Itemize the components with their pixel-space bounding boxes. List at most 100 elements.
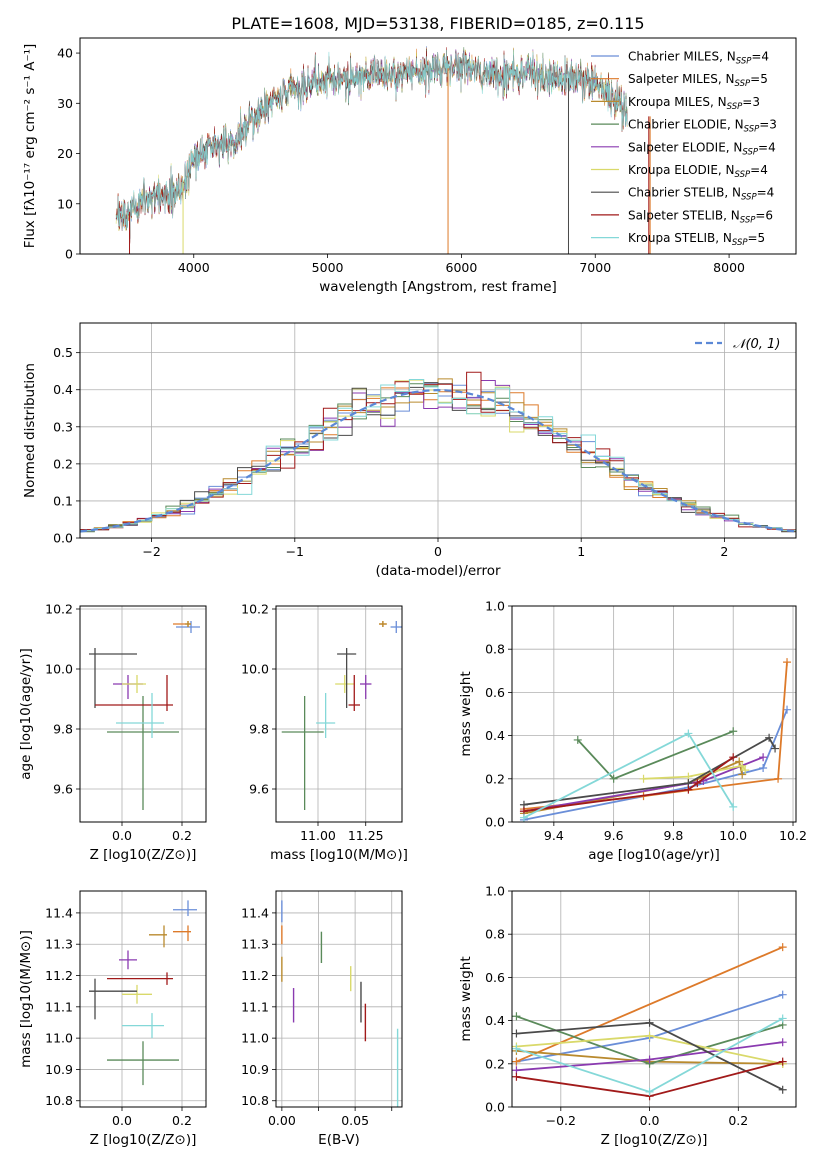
series-marker xyxy=(573,735,582,744)
legend-entry-tail: =6 xyxy=(755,208,773,222)
series-marker xyxy=(512,1029,521,1038)
series-marker xyxy=(771,744,780,753)
spectrum-line xyxy=(115,49,628,240)
x-axis-label: mass [log10(M/M⊙)] xyxy=(270,847,408,863)
x-tick-label: 9.4 xyxy=(544,828,564,843)
y-tick-label: 10.9 xyxy=(241,1062,269,1077)
panel-mass-weight-vs-age: 9.4 9.6 9.8 10.0 10.2 0.0 0.2 0.4 0.6 0.8 1.0 age [… xyxy=(458,599,807,864)
series-marker xyxy=(512,1072,521,1081)
x-tick-label: 0.0 xyxy=(640,1113,660,1128)
panel-age-vs-mass: 11.00 11.25 9.6 9.8 10.0 10.2 mass [log10(M/M⊙… xyxy=(241,602,408,864)
plot-area xyxy=(519,658,792,822)
y-tick-label: 11.4 xyxy=(241,905,269,920)
legend-entry-sub: SSP xyxy=(732,238,748,248)
y-axis-label: mass weight xyxy=(458,956,474,1041)
x-axis-label: (data-model)/error xyxy=(375,563,501,579)
x-tick-label: 6000 xyxy=(446,260,478,275)
plot-frame xyxy=(79,605,207,823)
series-marker xyxy=(783,658,792,667)
x-tick-label: 0.05 xyxy=(341,1113,369,1128)
series-marker xyxy=(759,753,768,762)
y-tick-label: 10.8 xyxy=(45,1093,73,1108)
series-marker xyxy=(645,1087,654,1096)
legend-entry: Kroupa STELIB, NSSP=5 xyxy=(628,231,765,248)
panel-mass-vs-EBV: 0.00 0.05 10.8 10.9 11.0 11.1 11.2 11.3 11.4 E(B-… xyxy=(241,890,403,1148)
x-tick-label: 8000 xyxy=(713,260,745,275)
y-tick-label: 1.0 xyxy=(485,599,505,614)
panel-age-vs-Z: 0.0 0.2 9.6 9.8 10.0 10.2 Z [log10(Z/Z⊙)] age [… xyxy=(18,602,207,863)
legend-entry: Salpeter STELIB, NSSP=6 xyxy=(628,208,773,225)
plot-layer: 4000 5000 6000 7000 8000010203040wavelength … xyxy=(18,37,807,1148)
y-tick-label: 0.2 xyxy=(53,456,73,471)
x-axis-label: E(B-V) xyxy=(318,1132,360,1148)
y-tick-label: 0.2 xyxy=(485,1056,505,1071)
legend-entry-sub: SSP xyxy=(735,170,751,180)
x-tick-label: 0.2 xyxy=(172,828,192,843)
y-tick-label: 0.6 xyxy=(485,970,505,985)
y-tick-label: 10.9 xyxy=(45,1062,73,1077)
y-tick-label: 11.0 xyxy=(45,1031,73,1046)
series-marker xyxy=(512,1012,521,1021)
y-axis-label: mass weight xyxy=(458,671,474,756)
x-axis-label: Z [log10(Z/Z⊙)] xyxy=(601,1132,708,1148)
x-tick-label: 0.0 xyxy=(112,828,132,843)
legend-entry-label: Salpeter MILES, N xyxy=(628,72,735,86)
y-tick-label: 0.5 xyxy=(53,345,73,360)
x-tick-label: 0.00 xyxy=(268,1113,296,1128)
legend-entry: Chabrier STELIB, NSSP=4 xyxy=(628,186,774,203)
series-marker xyxy=(778,943,787,952)
y-tick-label: 10.8 xyxy=(241,1093,269,1108)
y-tick-label: 0.2 xyxy=(485,771,505,786)
legend-entry-tail: =4 xyxy=(751,50,769,64)
legend-entry: Kroupa ELODIE, NSSP=4 xyxy=(628,163,768,180)
series-marker xyxy=(512,1057,521,1066)
y-tick-label: 1.0 xyxy=(485,884,505,899)
x-axis-label: Z [log10(Z/Z⊙)] xyxy=(90,847,197,863)
y-tick-label: 10.2 xyxy=(241,602,269,617)
series-marker xyxy=(645,1055,654,1064)
plot-frame xyxy=(275,890,403,1108)
plot-frame xyxy=(275,605,403,823)
y-tick-label: 10.0 xyxy=(241,662,269,677)
series-marker xyxy=(759,764,768,772)
y-tick-label: 0.8 xyxy=(485,927,505,942)
x-tick-label: 9.6 xyxy=(604,828,624,843)
series-marker xyxy=(519,813,528,822)
y-axis-label: mass [log10(M/M⊙)] xyxy=(18,930,34,1068)
series-marker xyxy=(778,1085,787,1094)
plot-frame xyxy=(511,890,797,1108)
series-marker xyxy=(639,774,648,783)
plot-area xyxy=(89,621,200,810)
y-tick-label: 9.6 xyxy=(53,782,73,797)
x-tick-label: −1 xyxy=(286,544,304,559)
series-marker xyxy=(765,733,774,742)
x-tick-label: 4000 xyxy=(178,260,210,275)
plot-frame xyxy=(511,605,797,823)
series-marker xyxy=(684,729,693,738)
legend-entry-tail: =4 xyxy=(750,163,768,177)
legend-entry-sub: SSP xyxy=(736,57,752,67)
y-tick-label: 11.2 xyxy=(45,968,73,983)
y-tick-label: 0.0 xyxy=(485,1100,505,1115)
x-tick-label: 10.2 xyxy=(779,828,807,843)
figure-title: PLATE=1608, MJD=53138, FIBERID=0185, z=0… xyxy=(231,14,644,33)
y-tick-label: 9.8 xyxy=(249,722,269,737)
y-tick-label: 10 xyxy=(57,196,73,211)
legend-entry: Salpeter MILES, NSSP=5 xyxy=(628,72,768,89)
legend-entry-sub: SSP xyxy=(742,147,758,157)
y-tick-label: 0.1 xyxy=(53,493,73,508)
y-tick-label: 0.4 xyxy=(53,382,73,397)
x-tick-label: 11.25 xyxy=(348,828,384,843)
x-tick-label: −2 xyxy=(142,544,160,559)
legend-entry-label: Salpeter ELODIE, N xyxy=(628,140,742,154)
panel-mass-weight-vs-Z: −0.2 0.0 0.2 0.0 0.2 0.4 0.6 0.8 1.0 Z [log10(Z/Z… xyxy=(458,884,797,1148)
series-marker xyxy=(609,774,618,783)
y-axis-label: Normed distribution xyxy=(22,363,38,498)
plot-area xyxy=(80,371,796,533)
legend-entry-tail: =4 xyxy=(757,186,775,200)
legend-normal-label: 𝒩(0, 1) xyxy=(733,337,780,352)
plot-area xyxy=(281,621,402,810)
x-tick-label: 0 xyxy=(434,544,442,559)
legend-entry-tail: =5 xyxy=(750,72,768,86)
